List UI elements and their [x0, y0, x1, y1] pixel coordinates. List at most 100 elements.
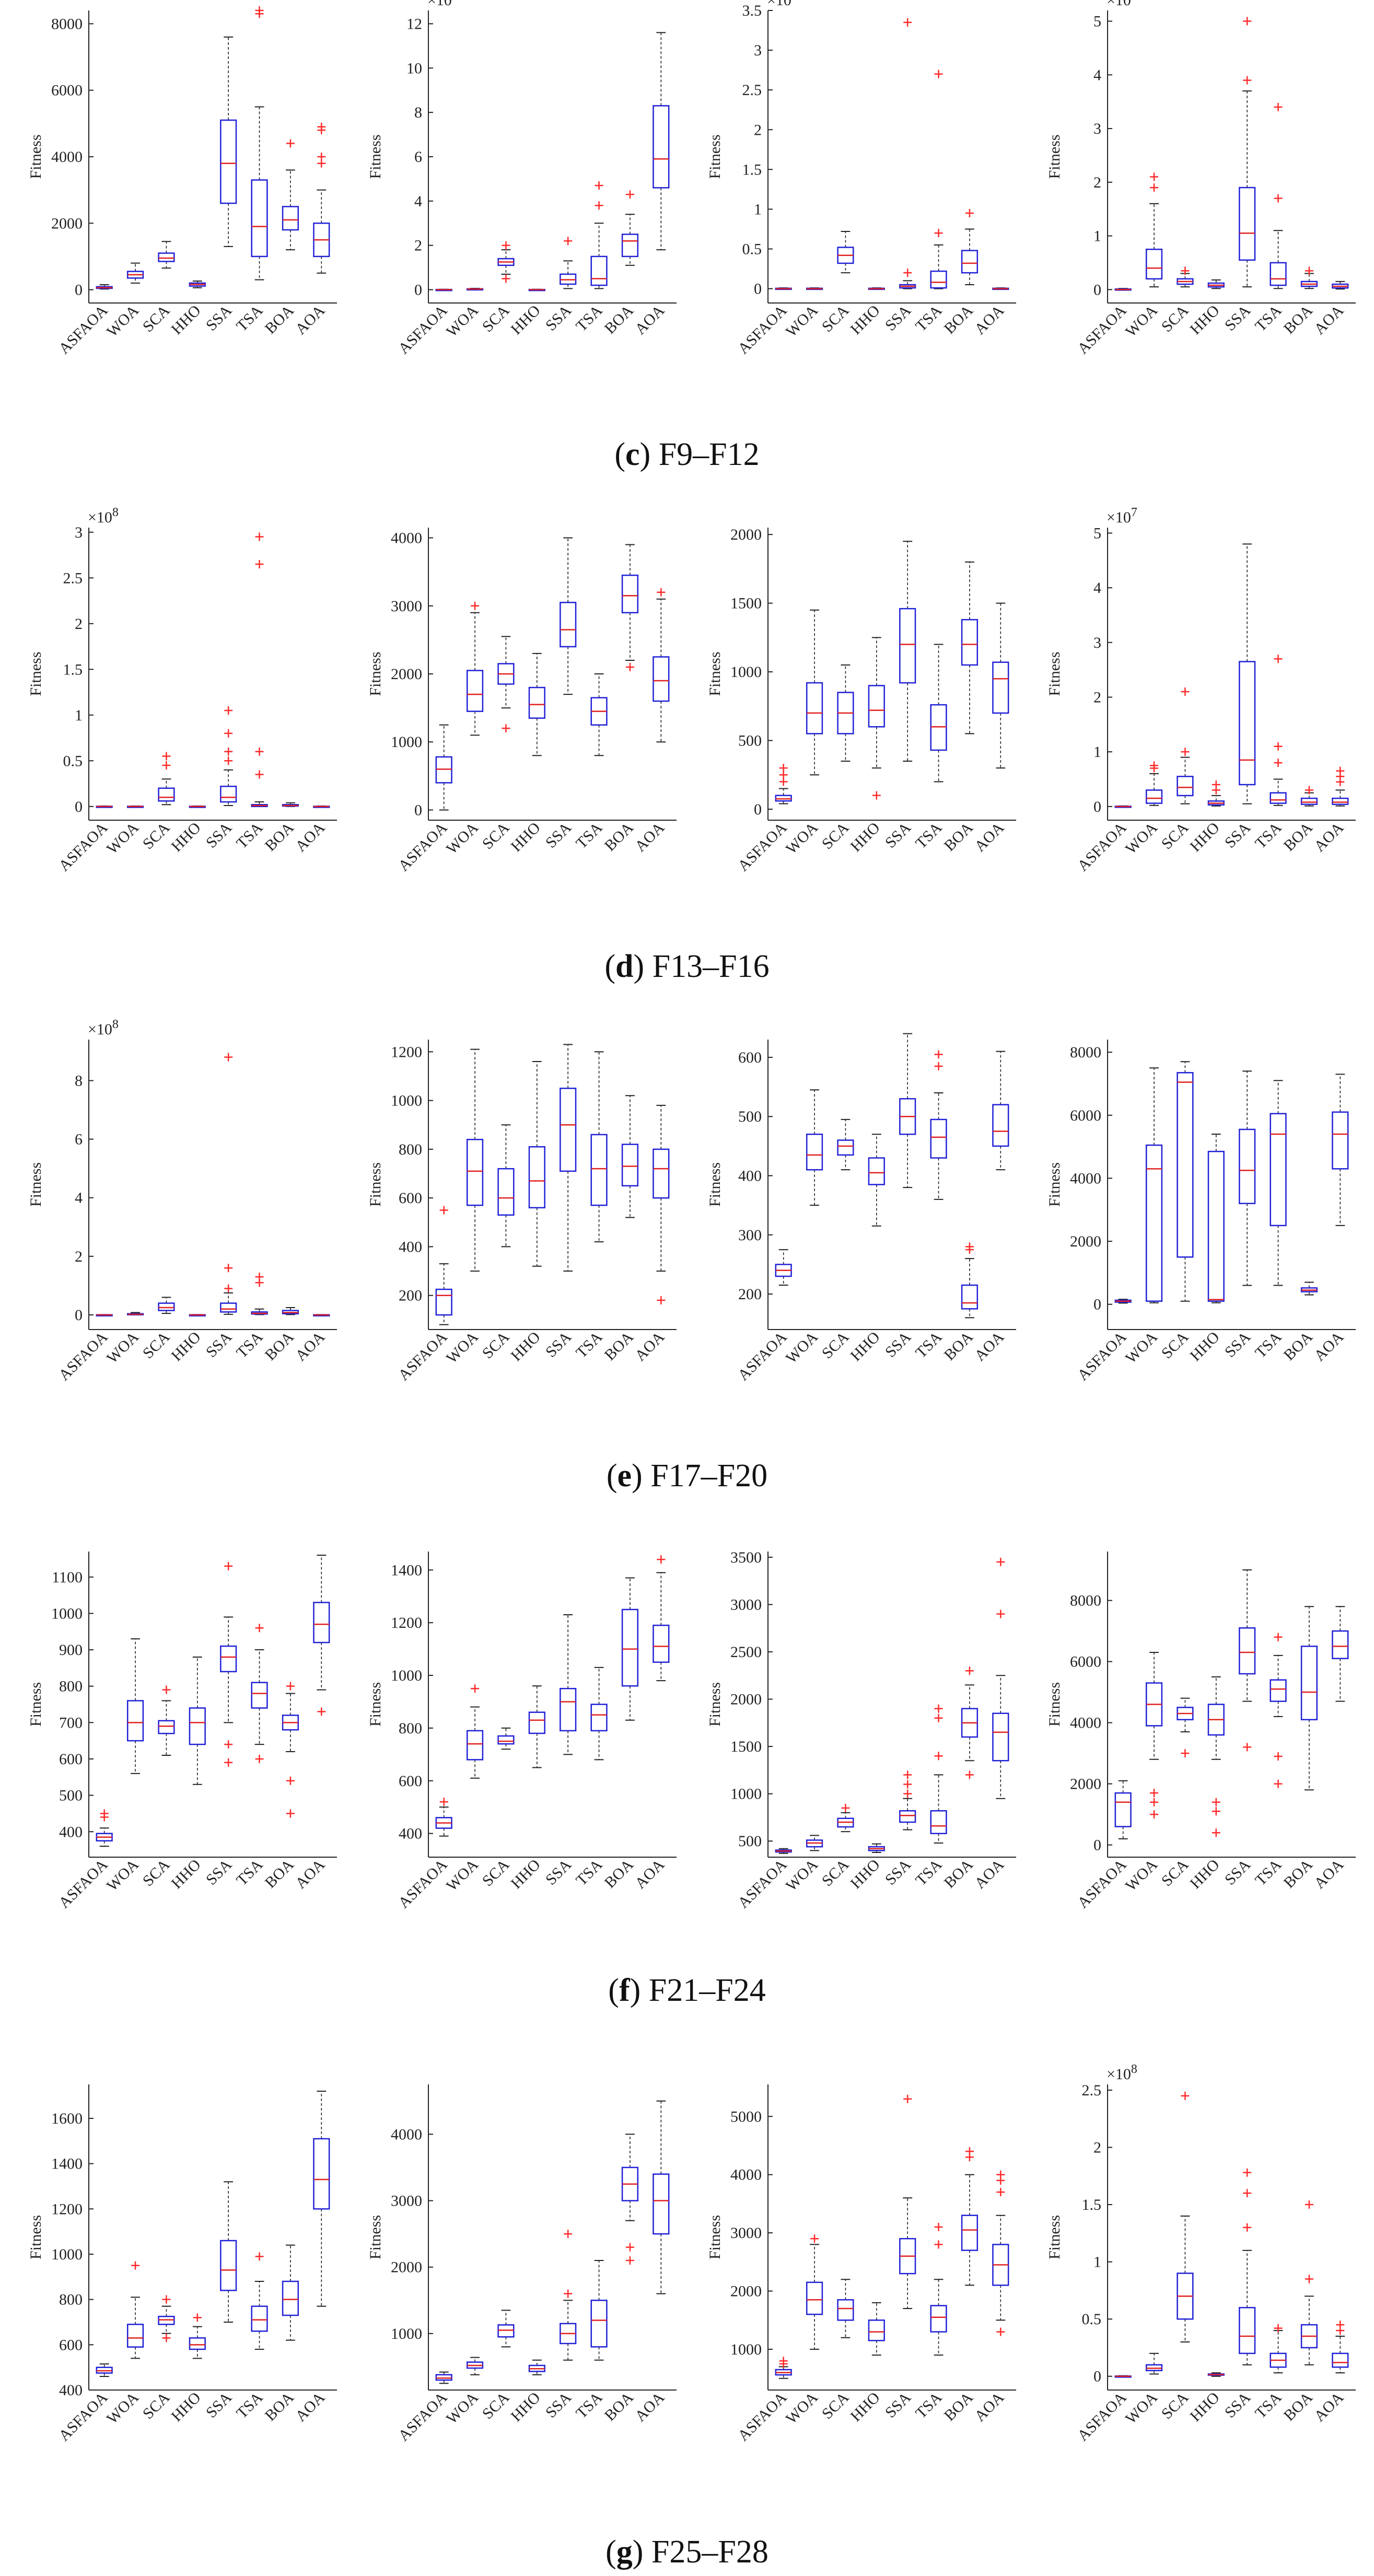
y-tick-label: 3000 — [730, 1596, 762, 1613]
box-woa: WOA — [783, 1089, 823, 1367]
box-aoa: AOA — [632, 32, 670, 338]
x-tick-label: WOA — [783, 2388, 821, 2427]
iqr-box — [1332, 797, 1349, 805]
y-tick-label: 1 — [754, 201, 762, 218]
outlier-marker — [224, 1561, 233, 1570]
iqr-box — [220, 1302, 237, 1313]
outlier-marker — [996, 2188, 1005, 2197]
iqr-box — [1239, 1627, 1256, 1675]
iqr-box — [837, 2299, 854, 2321]
y-tick-label: 4000 — [730, 2166, 762, 2184]
box-sca: SCA — [1158, 687, 1194, 853]
y-axis-label: Fitness — [27, 1682, 44, 1727]
box-aoa: AOA — [632, 1555, 670, 1892]
x-tick-label: HHO — [1186, 302, 1222, 338]
y-tick-label: 1400 — [51, 2155, 83, 2173]
iqr-box — [653, 1624, 670, 1663]
box-tsa: TSA — [1252, 1633, 1287, 1889]
x-tick-label: AOA — [1311, 819, 1347, 855]
y-tick-label: 5 — [1093, 13, 1101, 30]
box-boa: BOA — [262, 2244, 299, 2425]
x-tick-label: AOA — [632, 1328, 668, 1365]
iqr-box — [1177, 1072, 1194, 1258]
outlier-marker — [224, 706, 233, 715]
box-ssa: SSA — [882, 18, 916, 334]
outlier-marker — [224, 756, 233, 765]
x-tick-label: AOA — [292, 1328, 329, 1365]
iqr-box — [961, 250, 979, 274]
x-tick-label: BOA — [601, 819, 637, 854]
x-tick-label: ASFAOA — [1074, 2388, 1130, 2444]
iqr-box — [1332, 2352, 1349, 2368]
outlier-marker — [224, 729, 233, 738]
y-axis-label: Fitness — [27, 1162, 44, 1207]
axis-multiplier: ×109 — [767, 0, 798, 9]
iqr-box — [590, 255, 608, 286]
x-tick-label: AOA — [632, 2388, 668, 2425]
box-ssa: SSA — [542, 237, 577, 334]
x-tick-label: AOA — [1311, 1856, 1347, 1892]
y-tick-label: 2 — [754, 121, 762, 138]
x-tick-label: SCA — [1158, 819, 1192, 853]
x-tick-label: TSA — [573, 1328, 606, 1361]
y-tick-label: 0 — [75, 282, 83, 299]
x-tick-label: SCA — [1158, 301, 1192, 335]
outlier-marker — [903, 2094, 912, 2103]
x-tick-label: HHO — [847, 819, 883, 855]
box-asfaoa: ASFAOA — [735, 2357, 792, 2444]
iqr-box — [653, 105, 670, 189]
outlier-marker — [903, 1789, 912, 1798]
box-hho: HHO — [168, 2313, 206, 2425]
outlier-marker — [317, 153, 326, 161]
iqr-box — [621, 234, 639, 258]
x-tick-label: HHO — [847, 302, 883, 338]
outlier-marker — [1305, 266, 1313, 275]
y-tick-label: 0 — [1093, 281, 1101, 298]
outlier-marker — [1150, 1789, 1159, 1798]
x-tick-label: BOA — [601, 1856, 637, 1891]
x-tick-label: AOA — [971, 1328, 1008, 1365]
iqr-box — [930, 1118, 947, 1159]
x-tick-label: HHO — [847, 1328, 883, 1365]
y-tick-label: 1 — [1093, 743, 1101, 761]
x-tick-label: WOA — [443, 301, 482, 340]
iqr-box — [1114, 1792, 1132, 1827]
y-tick-label: 4000 — [51, 148, 83, 166]
y-tick-label: 1000 — [730, 663, 762, 681]
y-tick-label: 4 — [1093, 579, 1101, 597]
iqr-box — [1145, 248, 1163, 280]
iqr-box — [1207, 1150, 1225, 1302]
iqr-box — [497, 1168, 515, 1216]
x-tick-label: TSA — [912, 2388, 946, 2422]
x-tick-label: SSA — [882, 1856, 914, 1888]
outlier-marker — [502, 724, 510, 733]
x-tick-label: BOA — [262, 819, 297, 854]
y-tick-label: 1.5 — [742, 161, 762, 178]
box-ssa: SSA — [882, 541, 916, 852]
axis-multiplier: ×108 — [88, 506, 119, 526]
outlier-marker — [193, 2313, 202, 2322]
y-tick-label: 2 — [75, 1248, 83, 1265]
y-tick-label: 1500 — [730, 595, 762, 612]
iqr-box — [1332, 1630, 1349, 1660]
x-tick-label: ASFAOA — [395, 1328, 451, 1384]
y-tick-label: 3000 — [730, 2224, 762, 2242]
x-tick-label: AOA — [1311, 301, 1347, 338]
box-ssa: SSA — [882, 2094, 916, 2421]
box-ssa: SSA — [203, 36, 237, 334]
outlier-marker — [934, 69, 943, 78]
box-hho: HHO — [847, 2302, 885, 2425]
box-boa: BOA — [1280, 1606, 1318, 1892]
outlier-marker — [224, 1284, 233, 1293]
outlier-marker — [255, 532, 264, 541]
y-tick-label: 0.5 — [742, 241, 762, 258]
x-tick-label: SSA — [1221, 1328, 1254, 1360]
box-ssa: SSA — [542, 2230, 577, 2421]
y-tick-label: 4000 — [1070, 1170, 1101, 1187]
outlier-marker — [965, 1770, 974, 1779]
y-axis-label: Fitness — [367, 134, 384, 179]
x-tick-label: SSA — [882, 2388, 914, 2421]
y-tick-label: 800 — [59, 2291, 83, 2309]
iqr-box — [806, 2281, 823, 2315]
y-axis-label: Fitness — [706, 2215, 724, 2259]
